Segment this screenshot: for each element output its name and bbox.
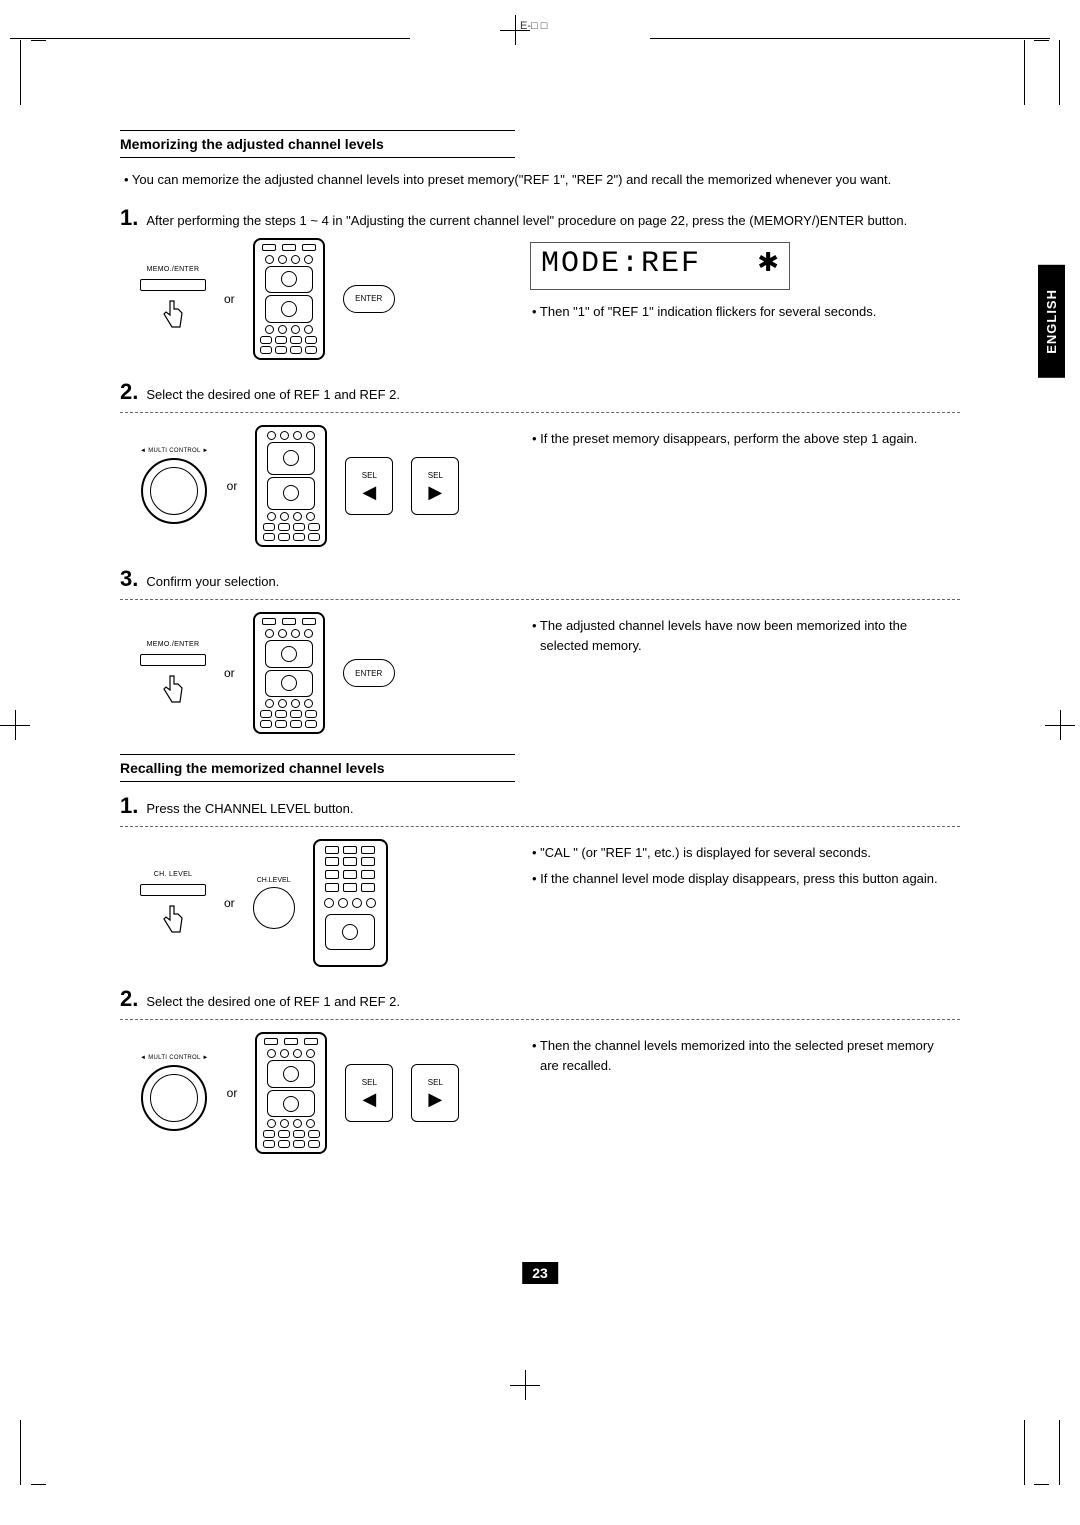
note-text: • If the preset memory disappears, perfo… [530,429,950,449]
multi-control-dial-illustration: ◄ MULTI CONTROL ► [140,448,209,524]
multi-control-dial-illustration: ◄ MULTI CONTROL ► [140,1055,209,1131]
lcd-display: MODE:REF ✱ [530,242,790,290]
illustration-recall-step2: ◄ MULTI CONTROL ► or SEL ◀ SEL ▶ [120,1032,490,1154]
triangle-left-icon: ◀ [362,1090,376,1108]
remote-illustration [255,425,327,547]
step-text: Select the desired one of REF 1 and REF … [146,380,400,404]
triangle-right-icon: ▶ [428,1090,442,1108]
step-number: 2. [120,987,138,1011]
intro-text: • You can memorize the adjusted channel … [120,170,960,190]
remote-illustration [253,238,325,360]
remote-top-illustration [313,839,388,967]
crop-corner-icon [1024,40,1025,105]
illustration-step2: ◄ MULTI CONTROL ► or SEL ◀ SEL ▶ [120,425,490,547]
flicker-icon: ✱ [757,249,779,275]
enter-button-illustration: ENTER [343,659,395,687]
note-text: • If the channel level mode display disa… [530,869,950,889]
or-label: or [227,479,238,493]
step-text: Select the desired one of REF 1 and REF … [146,987,400,1011]
note-text: • Then the channel levels memorized into… [530,1036,950,1075]
language-tab: ENGLISH [1038,265,1065,378]
section-title-memorizing: Memorizing the adjusted channel levels [120,130,515,158]
step-text: After performing the steps 1 ~ 4 in "Adj… [146,206,907,230]
crop-corner-icon [20,1420,45,1485]
crop-corner-icon [1024,1420,1025,1485]
section-title-recalling: Recalling the memorized channel levels [120,754,515,782]
enter-button-illustration: ENTER [343,285,395,313]
crop-corner-icon [20,40,45,105]
sel-right-button-illustration: SEL ▶ [411,1064,459,1122]
step-number: 1. [120,794,138,818]
or-label: or [224,666,235,680]
divider [120,412,960,413]
page-content: ENGLISH Memorizing the adjusted channel … [120,130,960,1174]
hand-icon [158,902,188,936]
or-label: or [224,896,235,910]
sel-left-button-illustration: SEL ◀ [345,1064,393,1122]
step-text: Press the CHANNEL LEVEL button. [146,794,353,818]
ch-level-remote-illustration: CH.LEVEL [253,877,295,929]
or-label: or [224,292,235,306]
or-label: or [227,1086,238,1100]
remote-illustration [253,612,325,734]
note-text: • "CAL " (or "REF 1", etc.) is displayed… [530,843,950,863]
triangle-right-icon: ▶ [428,483,442,501]
page-number: 23 [522,1262,558,1284]
divider [120,826,960,827]
triangle-left-icon: ◀ [362,483,376,501]
memo-enter-button-illustration: MEMO./ENTER [140,266,206,331]
note-text: • The adjusted channel levels have now b… [530,616,950,655]
illustration-step3: MEMO./ENTER or ENTER [120,612,490,734]
step-number: 3. [120,567,138,591]
hand-icon [158,297,188,331]
divider [120,1019,960,1020]
step-number: 2. [120,380,138,404]
step-text: Confirm your selection. [146,567,279,591]
crop-corner-icon [1035,40,1060,105]
step-number: 1. [120,206,138,230]
ch-level-button-illustration: CH. LEVEL [140,871,206,936]
lcd-text: MODE:REF [541,247,701,281]
memo-enter-button-illustration: MEMO./ENTER [140,641,206,706]
sel-left-button-illustration: SEL ◀ [345,457,393,515]
remote-illustration [255,1032,327,1154]
sel-right-button-illustration: SEL ▶ [411,457,459,515]
divider [120,599,960,600]
illustration-step1: MEMO./ENTER or ENTER [120,238,490,360]
note-text: • Then "1" of "REF 1" indication flicker… [530,302,950,322]
hand-icon [158,672,188,706]
crop-corner-icon [1035,1420,1060,1485]
illustration-recall-step1: CH. LEVEL or CH.LEVEL [120,839,490,967]
